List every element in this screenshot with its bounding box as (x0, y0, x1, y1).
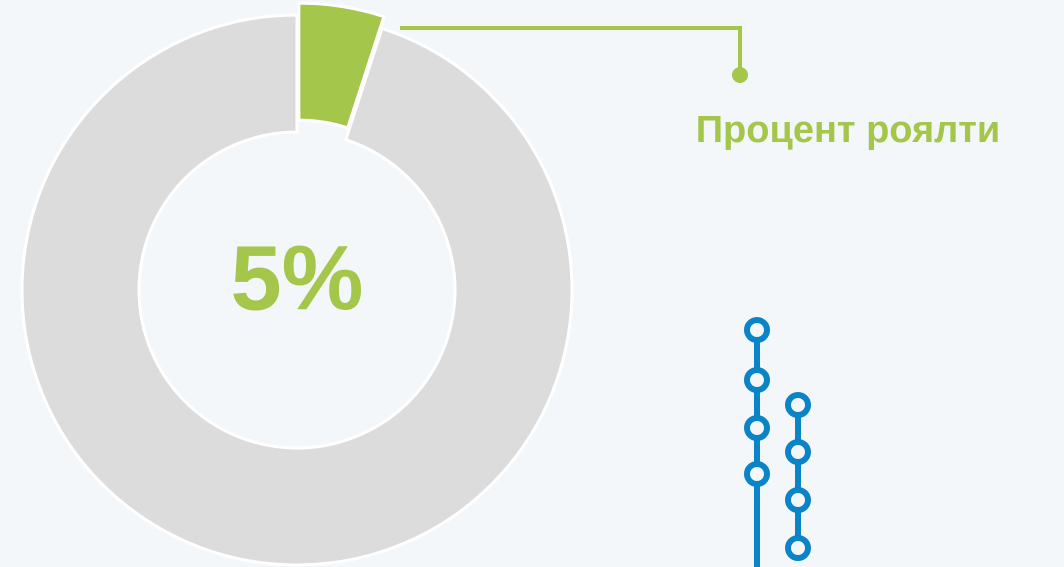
icon-node (747, 418, 767, 438)
icon-node (747, 370, 767, 390)
icon-node (788, 395, 808, 415)
chart: Процент роялти 5% (0, 0, 1064, 567)
segment-label: Процент роялти (696, 109, 1001, 151)
leader-dot (734, 69, 746, 81)
icon-node (788, 490, 808, 510)
icon-node (747, 320, 767, 340)
icon-node (788, 538, 808, 558)
center-label: 5% (231, 227, 364, 329)
icon-node (747, 464, 767, 484)
icon-node (788, 442, 808, 462)
